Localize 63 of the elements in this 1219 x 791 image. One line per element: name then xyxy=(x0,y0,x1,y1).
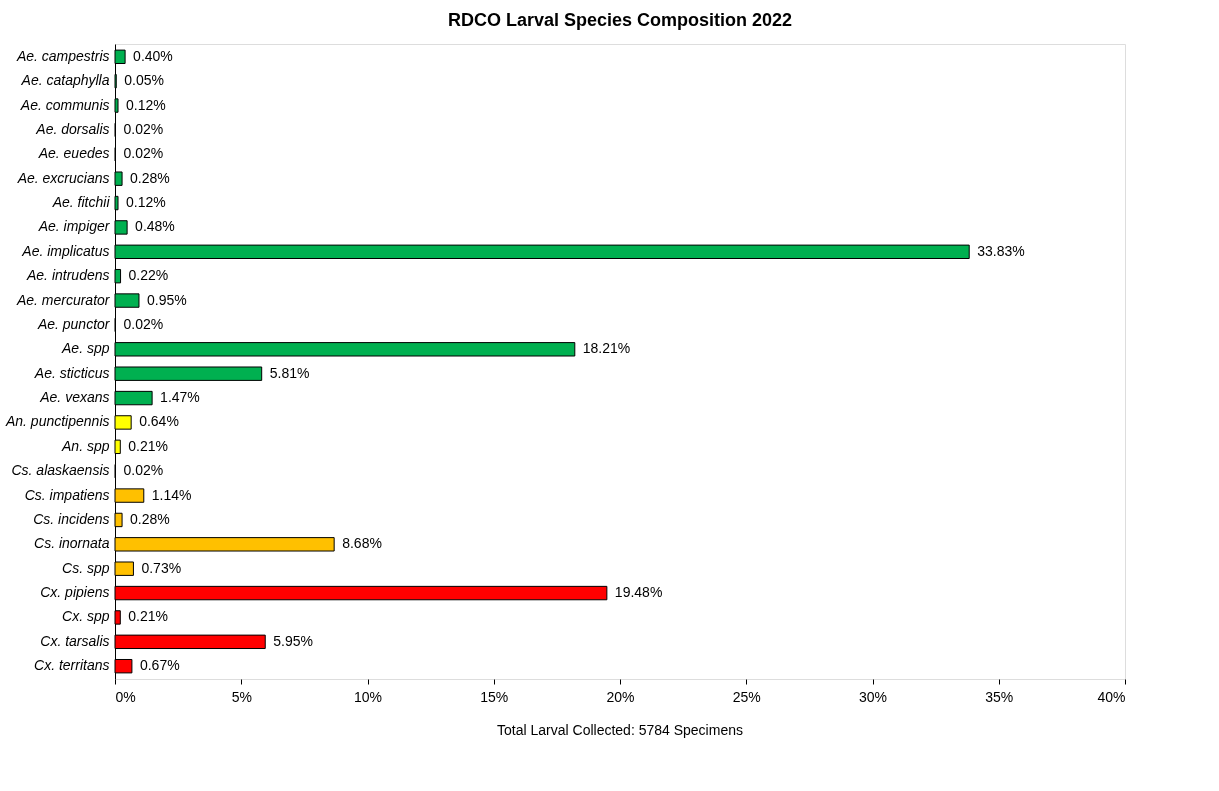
chart-title: RDCO Larval Species Composition 2022 xyxy=(447,10,793,30)
y-tick-label: Cx. pipiens xyxy=(40,584,110,601)
y-tick-label: Cx. spp xyxy=(62,608,110,625)
data-label: 0.22% xyxy=(128,267,169,284)
x-tick-label: 15% xyxy=(480,688,509,705)
y-tick-label: Ae. intrudens xyxy=(26,267,110,284)
x-tick-label: 5% xyxy=(231,688,252,705)
data-label: 0.28% xyxy=(130,169,170,186)
y-tick-label: Cx. territans xyxy=(34,657,110,674)
x-tick-label: 10% xyxy=(353,688,383,705)
y-tick-label: Ae. vexans xyxy=(39,389,110,406)
y-tick-label: Ae. euedes xyxy=(37,145,110,162)
data-label: 0.28% xyxy=(130,510,170,527)
x-tick-label: 20% xyxy=(606,688,635,705)
data-label: 0.73% xyxy=(141,559,182,576)
data-label: 0.02% xyxy=(123,120,164,137)
y-tick-label: Ae. fitchii xyxy=(51,194,111,211)
y-tick-label: Ae. dorsalis xyxy=(35,120,110,137)
y-tick-label: Cx. tarsalis xyxy=(40,632,110,649)
data-label: 0.40% xyxy=(133,47,173,64)
data-label: 0.21% xyxy=(128,437,169,454)
x-tick-label: 25% xyxy=(732,688,761,705)
data-label: 0.64% xyxy=(139,413,179,430)
data-label: 0.67% xyxy=(139,657,180,674)
data-label: 8.68% xyxy=(342,535,382,552)
data-label: 18.21% xyxy=(582,340,631,357)
y-tick-label: Ae. campestris xyxy=(15,47,110,64)
data-label: 0.05% xyxy=(124,72,164,89)
y-tick-label: An. spp xyxy=(61,437,110,454)
data-label: 5.95% xyxy=(273,632,313,649)
y-tick-label: Ae. mercurator xyxy=(15,291,111,308)
y-tick-label: Ae. punctor xyxy=(36,315,111,332)
data-label: 0.12% xyxy=(126,194,166,211)
y-tick-label: Ae. excrucians xyxy=(16,169,110,186)
data-label: 0.21% xyxy=(128,608,169,625)
y-tick-label: Ae. cataphylla xyxy=(20,72,110,89)
data-label: 0.95% xyxy=(146,291,187,308)
data-label: 1.47% xyxy=(160,389,200,406)
y-tick-label: Ae. spp xyxy=(61,340,110,357)
x-tick-label: 40% xyxy=(1097,688,1126,705)
text: Total Larval Collected: 5784 Specimens xyxy=(497,722,743,738)
data-label: 19.48% xyxy=(614,584,663,601)
x-tick-label: 30% xyxy=(858,688,888,705)
y-tick-label: An. punctipennis xyxy=(4,413,110,430)
y-tick-label: Ae. implicatus xyxy=(21,242,110,259)
data-label: 33.83% xyxy=(977,242,1025,259)
data-label: 0.48% xyxy=(135,218,175,235)
x-tick-label: 0% xyxy=(115,688,136,705)
y-tick-label: Cs. spp xyxy=(62,559,110,576)
y-tick-label: Ae. communis xyxy=(19,96,110,113)
data-label: 1.14% xyxy=(151,486,192,503)
data-label: 0.02% xyxy=(123,462,164,479)
data-label: 0.12% xyxy=(126,96,166,113)
data-label: 0.02% xyxy=(123,315,164,332)
x-tick-label: 35% xyxy=(985,688,1014,705)
y-tick-label: Ae. sticticus xyxy=(33,364,110,381)
y-tick-label: Cs. alaskaensis xyxy=(11,462,110,479)
y-tick-label: Cs. inornata xyxy=(34,535,110,552)
data-label: 0.02% xyxy=(123,145,164,162)
y-tick-label: Cs. impatiens xyxy=(24,486,110,503)
y-tick-label: Ae. impiger xyxy=(37,218,111,235)
y-tick-label: Cs. incidens xyxy=(33,510,110,527)
data-label: 5.81% xyxy=(269,364,310,381)
